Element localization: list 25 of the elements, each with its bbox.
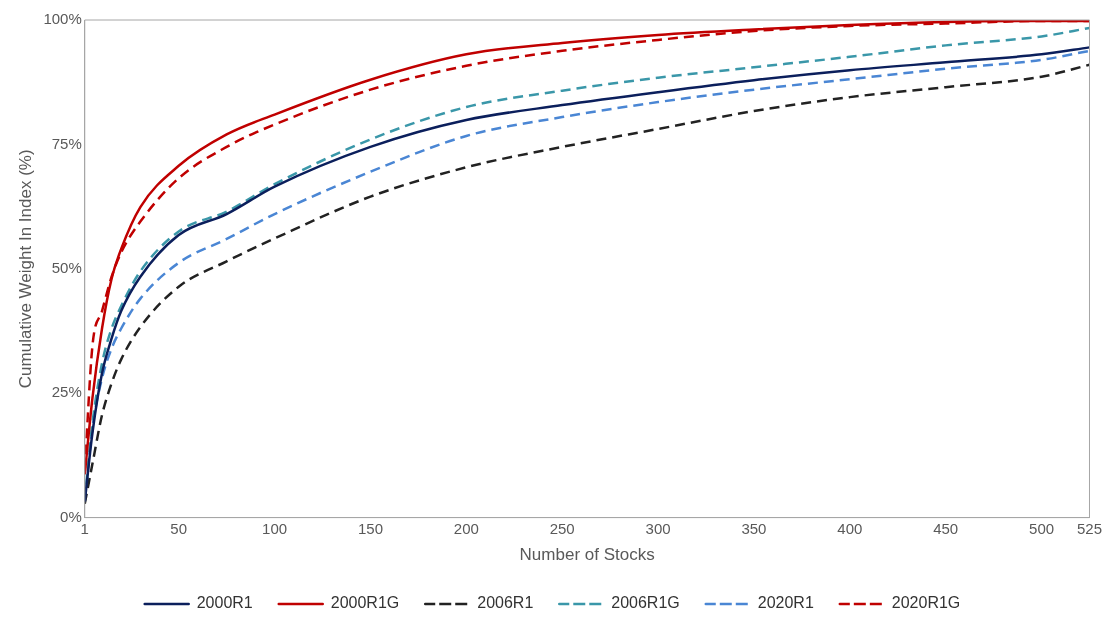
x-tick-label: 1 — [80, 519, 89, 537]
x-tick-label: 400 — [837, 519, 863, 537]
x-tick-label: 200 — [453, 519, 479, 537]
y-tick-label: 50% — [51, 258, 82, 276]
x-tick-label: 450 — [933, 519, 959, 537]
legend-label: 2006R1G — [611, 594, 680, 612]
legend-label: 2020R1 — [757, 594, 814, 612]
x-axis-title: Number of Stocks — [519, 545, 655, 565]
legend-label: 2020R1G — [891, 594, 961, 612]
y-tick-label: 100% — [43, 10, 82, 28]
legend-label: 2000R1 — [196, 594, 253, 612]
legend-label: 2000R1G — [330, 594, 400, 612]
y-tick-label: 75% — [51, 134, 82, 152]
x-tick-label: 50 — [170, 519, 188, 537]
x-tick-label: 100 — [262, 519, 288, 537]
y-axis-title: Cumulative Weight In Index (%) — [15, 149, 35, 389]
x-tick-label: 150 — [357, 519, 383, 537]
x-tick-label: 300 — [645, 519, 671, 537]
x-tick-label: 500 — [1029, 519, 1055, 537]
x-tick-label: 525 — [1076, 519, 1102, 537]
legend-label: 2006R1 — [477, 594, 534, 612]
x-tick-label: 350 — [741, 519, 767, 537]
y-tick-label: 25% — [51, 383, 82, 401]
x-tick-label: 250 — [549, 519, 575, 537]
y-tick-label: 0% — [60, 507, 82, 525]
